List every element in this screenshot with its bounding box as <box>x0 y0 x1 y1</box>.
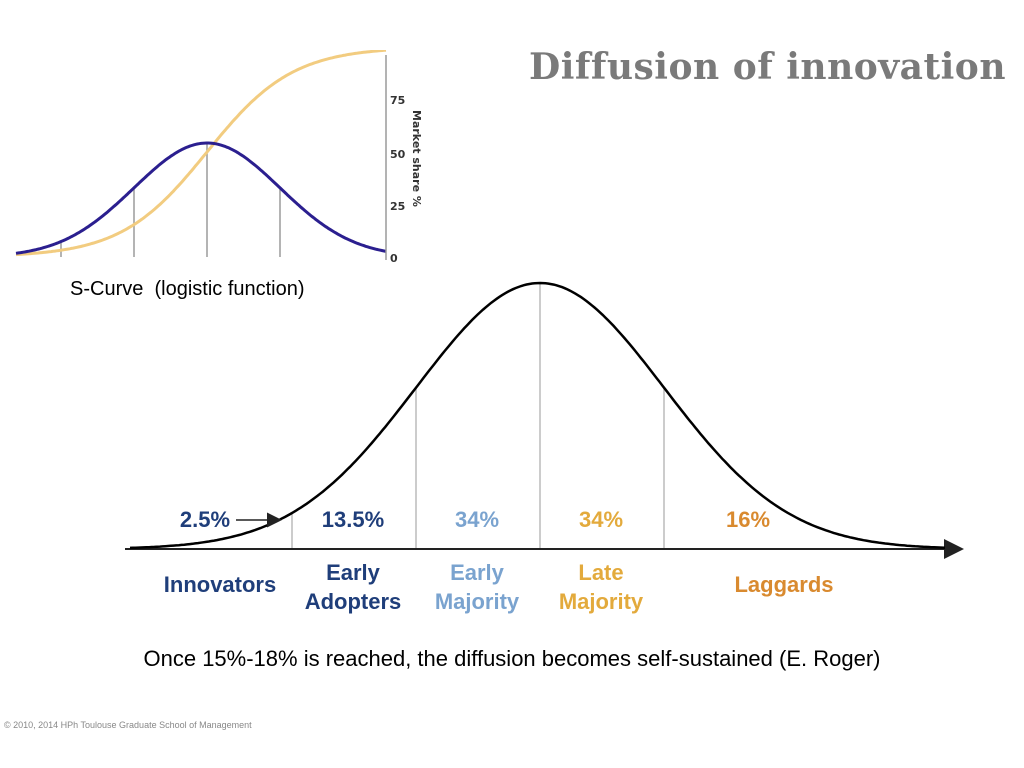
tick-0: 0 <box>390 252 398 265</box>
early-majority-percent: 34% <box>455 507 499 532</box>
tick-25: 25 <box>390 200 405 213</box>
early-adopters-label-line2: Adopters <box>305 589 402 614</box>
tick-75: 75 <box>390 94 405 107</box>
late-majority-label-line2: Majority <box>559 589 644 614</box>
copyright-footer: © 2010, 2014 HPh Toulouse Graduate Schoo… <box>4 720 252 730</box>
laggards-label: Laggards <box>734 572 833 597</box>
late-majority-label-line1: Late <box>578 560 623 585</box>
late-majority-percent: 34% <box>579 507 623 532</box>
innovators-label: Innovators <box>164 572 276 597</box>
early-majority-label-line1: Early <box>450 560 505 585</box>
conclusion-text: Once 15%-18% is reached, the diffusion b… <box>143 646 881 671</box>
segment-dividers <box>291 283 665 549</box>
early-majority-label-line2: Majority <box>435 589 520 614</box>
adoption-bell-curve-small <box>15 141 387 255</box>
page-title: Diffusion of innovation <box>528 46 1006 88</box>
tick-50: 50 <box>390 148 406 161</box>
s-curve-dividers <box>60 143 281 257</box>
innovators-percent: 2.5% <box>180 507 230 532</box>
market-share-axis-label: Market share % <box>410 110 423 207</box>
logistic-curve <box>15 50 387 257</box>
early-adopters-percent: 13.5% <box>322 507 384 532</box>
s-curve-caption: S-Curve (logistic function) <box>70 278 305 300</box>
adoption-bell-curve <box>129 281 946 550</box>
laggards-percent: 16% <box>726 507 770 532</box>
s-curve-inset: 75 50 25 0 Market share % <box>15 50 423 265</box>
adopter-bell-chart: 2.5% 13.5% 34% 34% 16% Innovators Early … <box>125 281 964 614</box>
early-adopters-label-line1: Early <box>326 560 381 585</box>
